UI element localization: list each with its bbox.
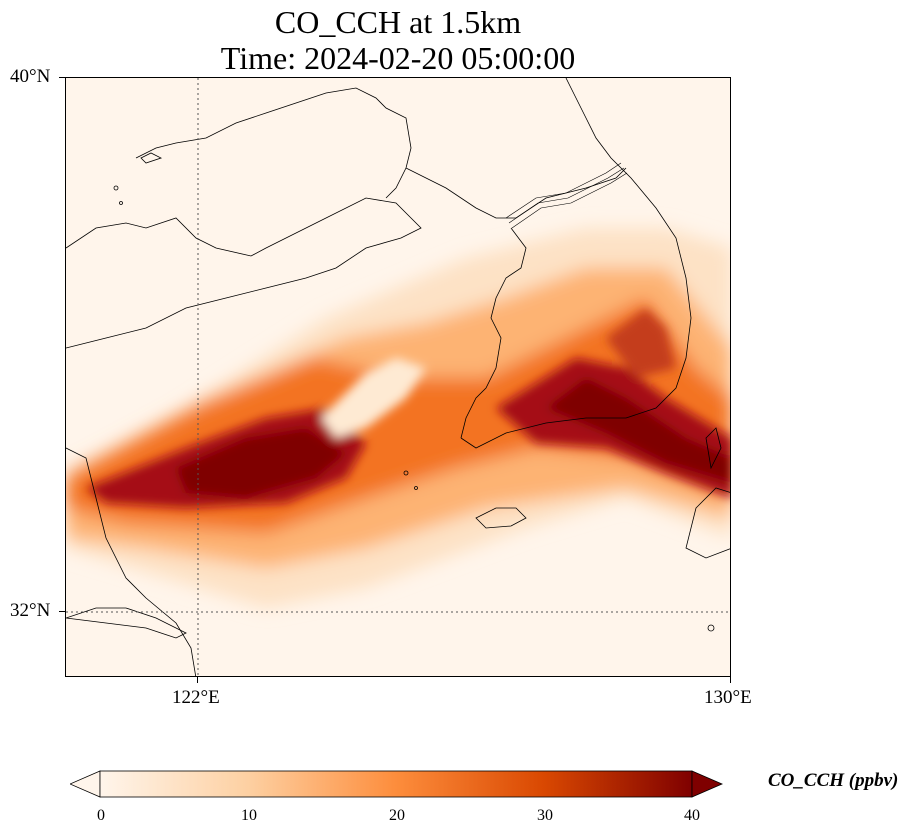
tick-40n bbox=[59, 77, 65, 78]
colorbar-max-extend bbox=[691, 770, 724, 798]
lon-label-130e: 130°E bbox=[704, 687, 752, 708]
title-variable: CO_CCH at 1.5km bbox=[274, 4, 522, 40]
map-svg bbox=[66, 78, 730, 676]
title-time: Time: 2024-02-20 05:00:00 bbox=[220, 40, 576, 76]
tick-122e bbox=[197, 677, 198, 683]
tick-130e bbox=[730, 677, 731, 683]
tick-32n bbox=[59, 611, 65, 612]
colorbar-min-extend bbox=[68, 770, 101, 798]
lat-label-40n: 40°N bbox=[10, 66, 51, 87]
lon-label-122e: 122°E bbox=[172, 687, 220, 708]
colorbar-tick-10: 10 bbox=[241, 807, 257, 824]
colorbar-tick-20: 20 bbox=[389, 807, 405, 824]
colorbar-tick-0: 0 bbox=[97, 807, 105, 824]
co-concentration-field bbox=[66, 228, 730, 608]
gridlines bbox=[66, 78, 730, 676]
coastlines bbox=[66, 78, 730, 676]
colorbar-tick-40: 40 bbox=[684, 807, 700, 824]
colorbar-tick-30: 30 bbox=[537, 807, 553, 824]
map-plot-area bbox=[65, 77, 731, 677]
lat-label-32n: 32°N bbox=[10, 600, 51, 621]
colorbar bbox=[68, 770, 725, 798]
colorbar-gradient bbox=[99, 770, 693, 798]
colorbar-svg bbox=[68, 770, 724, 798]
colorbar-title: CO_CCH (ppbv) bbox=[768, 770, 899, 791]
